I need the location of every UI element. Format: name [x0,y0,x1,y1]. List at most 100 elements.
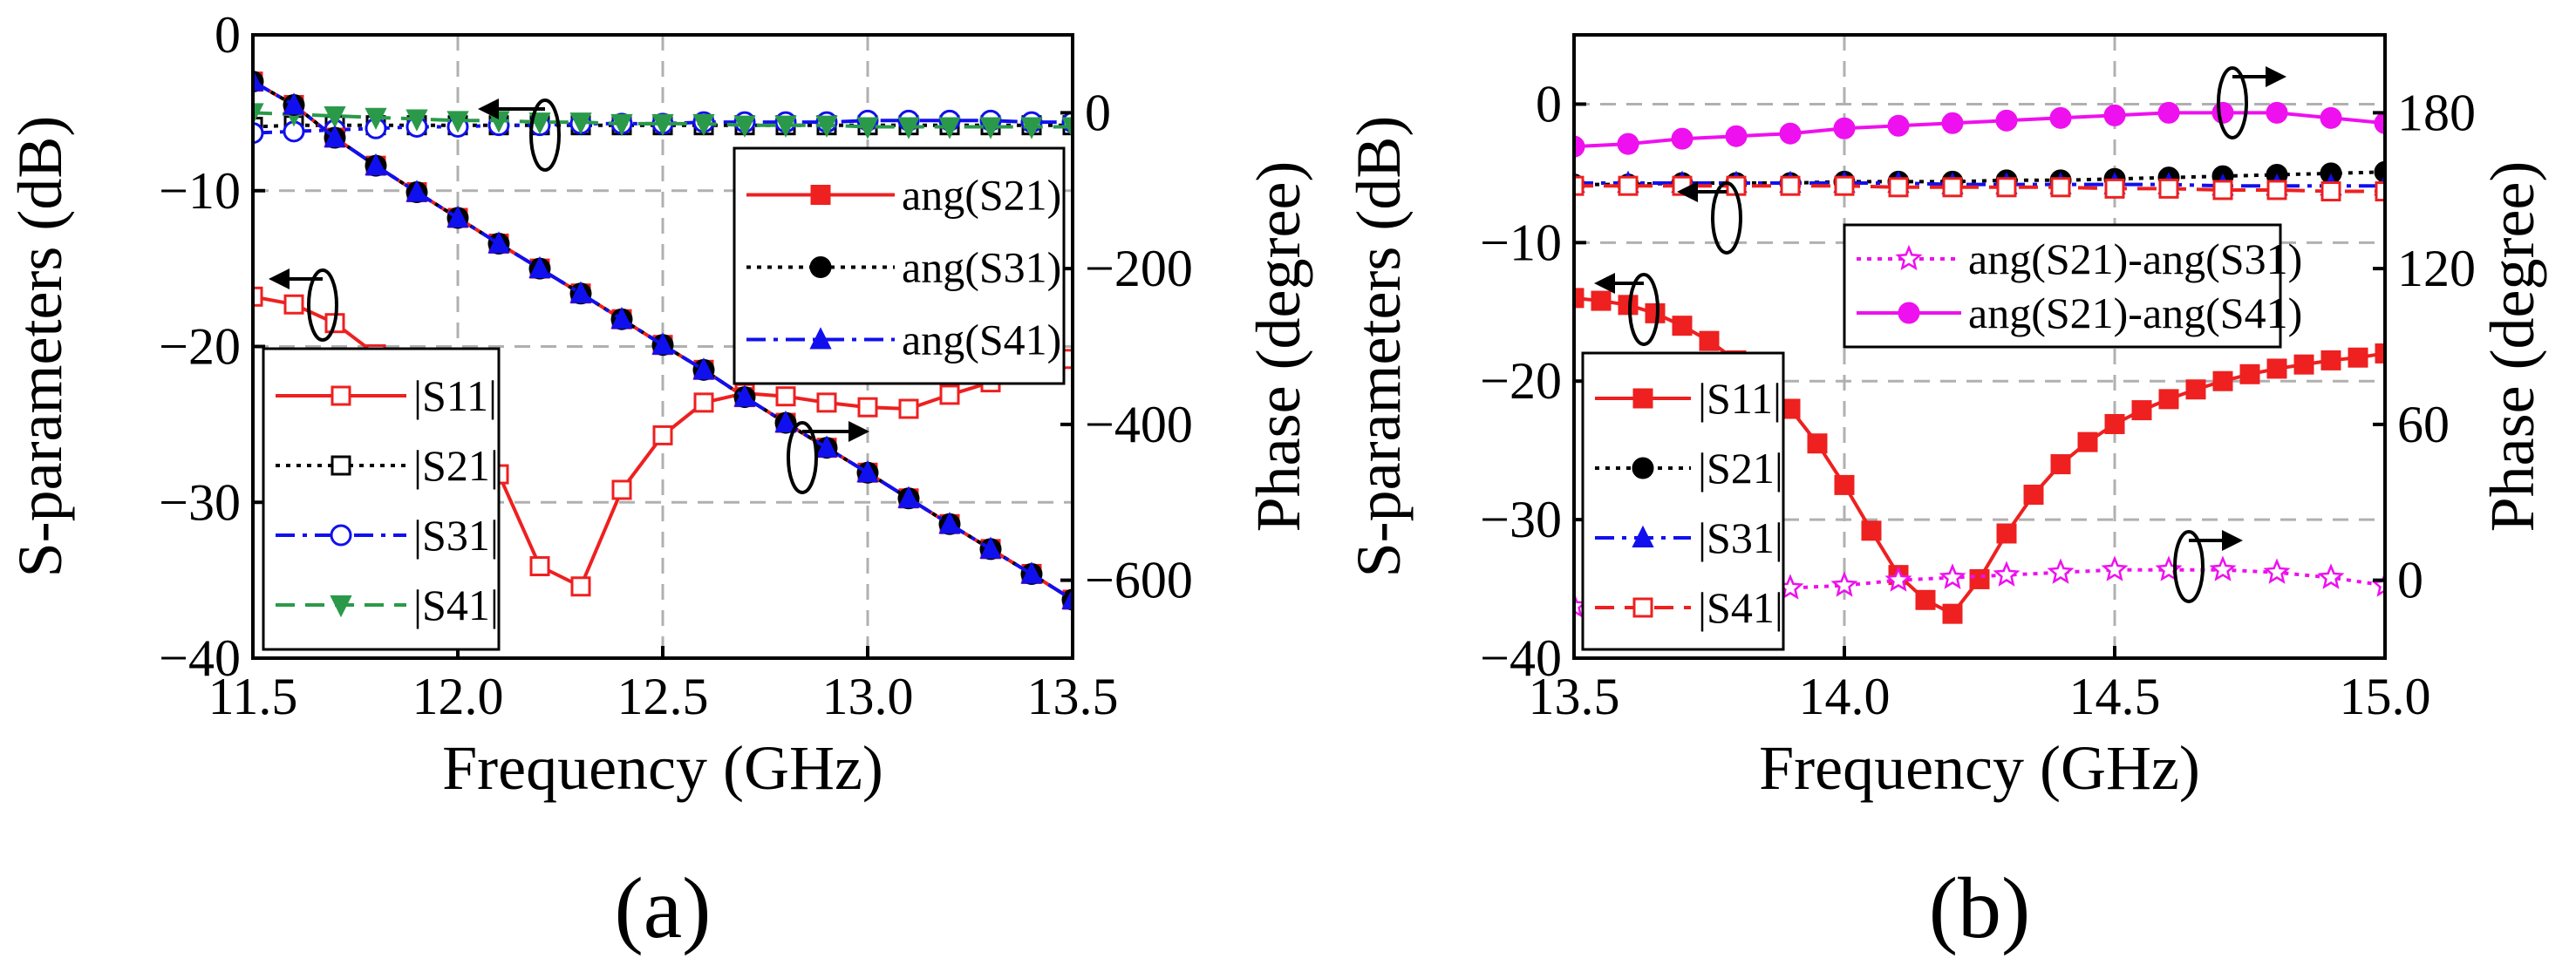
axis-pointer-head [1594,273,1615,294]
y2-tick-label: −200 [1085,240,1193,297]
data-point [1574,135,1585,158]
series-line [253,111,1073,129]
axis-pointer-ellipse [307,268,338,342]
data-point [2209,555,2237,581]
legend-marker [331,455,351,476]
legend-marker [1632,597,1653,618]
y-tick-label: 0 [1536,75,1562,132]
legend-label: ang(S21)-ang(S41) [1968,289,2302,337]
data-point [1833,117,1856,139]
y2-tick-label: −400 [1085,396,1193,453]
data-point [1672,316,1693,336]
data-point [2212,180,2233,200]
data-point [1942,603,1963,624]
data-point [487,231,510,254]
data-point [2374,160,2385,183]
series--s41- [253,103,1073,139]
data-point [610,113,633,137]
y-tick-label: −30 [1480,491,1562,548]
data-point [733,384,756,407]
data-point [1807,433,1828,454]
data-point [1995,109,2018,132]
legend: |S11| |S21| |S31| |S41| [1581,351,1785,651]
y2-axis-title: Phase (degree) [2477,161,2547,533]
data-point [774,410,797,433]
legend-label: |S31| [1698,513,1783,562]
data-point [2104,413,2125,434]
y-tick-label: −30 [159,473,241,531]
y2-tick-label: −600 [1085,552,1193,609]
data-point [1061,117,1073,139]
data-point [405,180,428,202]
y-tick-label: −20 [159,318,241,376]
data-point [569,281,592,303]
data-point [651,113,674,137]
data-point [2077,431,2098,452]
data-point [2375,343,2385,363]
y2-tick-label: 0 [2397,552,2423,609]
data-point [1020,561,1043,584]
data-point [1861,520,1882,541]
legend: |S11| |S21| |S31| |S41| [262,347,501,651]
legend-label: |S31| [413,511,499,560]
data-point [856,460,879,483]
data-point [2374,112,2385,134]
y-tick-label: 0 [215,6,241,64]
data-point [283,92,305,115]
legend: ang(S21) ang(S31) ang(S41) [733,146,1066,385]
x-tick-label: 14.5 [2069,668,2161,725]
data-point [1020,117,1043,139]
panel-caption: (a) [615,859,712,956]
data-point [2157,101,2180,124]
legend-marker [1632,388,1653,409]
legend-label: ang(S21)-ang(S31) [1968,234,2302,283]
legend: ang(S21)-ang(S31) ang(S21)-ang(S41) [1843,223,2302,349]
legend-marker [809,256,832,278]
legend-marker [1895,244,1923,271]
data-point [815,435,838,458]
data-point [2131,400,2152,421]
data-point [857,397,878,418]
axis-pointer-ellipse [1628,273,1659,346]
legend-label: |S11| [1698,374,1782,423]
data-point [1834,175,1855,196]
data-point [2158,178,2179,199]
legend-label: ang(S41) [902,316,1061,364]
data-point [446,111,469,133]
axis-pointer-arrow [478,99,561,172]
x-tick-label: 13.5 [1027,668,1119,725]
data-point [2050,454,2071,475]
legend-box [1843,223,2282,349]
legend-marker [1632,457,1654,479]
axis-pointer-arrow [787,421,869,494]
data-point [529,556,550,577]
data-point [938,512,961,534]
data-point [1834,474,1855,495]
axis-pointer-head [1677,181,1698,202]
data-point [569,112,592,135]
series--s41- [1574,175,2385,202]
data-point [1969,568,1990,589]
x-tick-label: 13.5 [1529,668,1620,725]
chart-panel-a: 11.5 12.0 12.5 13.0 13.50−10−20−30−400−200−4… [5,6,1313,956]
data-point [2266,101,2288,124]
axis-pointer-head [848,421,869,442]
data-point [2050,177,2071,198]
plot-frame [1572,33,2387,660]
x-axis-title: Frequency (GHz) [1759,733,2200,803]
data-point [324,105,346,129]
data-point [570,576,591,597]
y-axis-title: S-parameters (dB) [1344,116,1414,578]
data-point [253,122,264,145]
data-point [1645,302,1666,323]
series-line [253,79,1073,601]
legend-marker [331,385,351,406]
data-point [939,384,960,405]
axis-pointer-head [2266,66,2286,87]
legend-marker [1632,525,1654,547]
data-point [2348,347,2368,368]
legend-label: |S21| [413,441,499,490]
x-tick-label: 12.0 [412,668,504,725]
axis-pointer-arrow [1677,181,1742,255]
data-point [253,286,263,307]
